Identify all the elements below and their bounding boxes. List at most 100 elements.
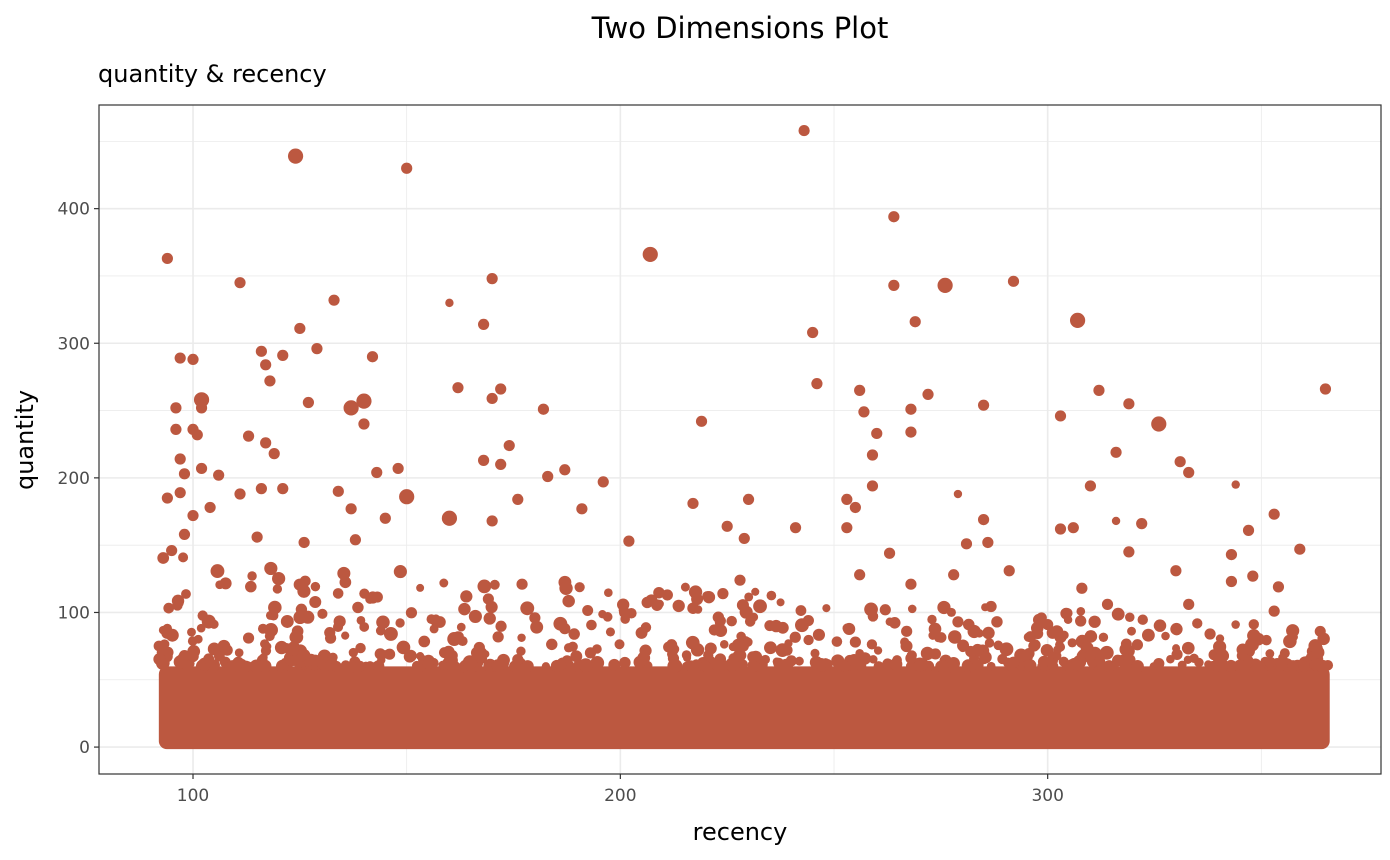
data-point [375,626,386,636]
data-point [953,489,963,499]
data-point [948,630,962,644]
data-point [1183,655,1193,665]
data-point [667,659,682,674]
data-point [866,480,879,492]
data-point [255,483,267,495]
data-point [947,657,960,670]
data-point [272,571,286,586]
data-point [907,604,917,614]
data-point [356,616,366,625]
data-point [1238,660,1251,673]
data-point [1226,660,1236,671]
data-point [195,462,208,475]
data-point [873,646,883,655]
data-point [766,641,776,651]
data-point [285,655,297,667]
data-point [438,660,448,670]
data-point [264,623,278,637]
data-point [1067,638,1077,648]
data-point [478,318,490,331]
data-point [879,604,891,616]
data-point [619,656,631,669]
data-point [204,501,216,514]
data-point [302,396,314,409]
data-point [366,351,379,363]
data-point [815,658,827,670]
data-point [174,453,186,465]
data-point [447,632,462,647]
data-point [354,660,366,672]
data-point [695,415,708,427]
data-point [1153,658,1165,670]
data-point [411,660,422,671]
data-point [178,552,189,563]
data-point [234,488,246,500]
data-point [708,624,720,636]
data-point [1111,607,1125,621]
data-point [462,655,477,670]
data-point [529,612,541,624]
data-point [842,623,853,634]
data-point [1247,570,1259,582]
data-point [358,418,370,430]
data-point [1069,312,1086,328]
y-axis-label: quantity [11,390,39,490]
data-point [977,513,990,526]
data-point [901,625,913,637]
chart-subtitle: quantity & recency [98,60,327,88]
data-point [396,640,411,655]
data-point [242,632,255,644]
data-point [456,622,466,632]
data-point [738,659,748,670]
data-point [717,588,729,600]
data-point [159,639,170,650]
data-point [457,636,468,647]
data-point [885,617,895,627]
data-point [341,631,350,640]
data-point [789,631,801,643]
x-tick-label: 100 [177,786,209,806]
data-point [376,615,390,630]
data-point [1251,633,1263,645]
data-point [935,632,947,643]
data-point [1024,631,1037,643]
data-point [909,316,921,328]
data-point [559,464,571,476]
data-point [985,600,997,613]
data-point [187,627,196,637]
data-point [1076,607,1086,616]
data-point [937,277,953,293]
data-point [330,660,342,672]
data-point [977,399,990,411]
data-point [590,656,605,670]
data-point [1194,657,1204,668]
data-point [348,647,359,658]
data-point [883,547,896,559]
data-point [982,536,994,549]
data-point [1170,565,1182,577]
data-point [1007,656,1020,668]
data-point [393,565,407,579]
data-point [1136,518,1148,530]
data-point [760,654,771,665]
data-point [383,626,398,641]
data-point [619,606,631,619]
data-point [854,569,866,581]
data-point [482,593,494,605]
data-point [1248,619,1259,630]
data-point [430,616,443,628]
data-point [442,649,452,660]
data-point [478,454,490,466]
data-point [839,660,851,672]
data-point [719,640,729,649]
data-point [642,246,658,263]
data-point [1112,654,1124,667]
data-point [854,384,866,396]
data-point [1298,660,1310,672]
data-point [521,660,534,673]
data-point [468,609,482,623]
data-point [247,571,257,581]
data-point [905,403,917,415]
data-point [1151,416,1167,432]
data-point [193,634,203,644]
